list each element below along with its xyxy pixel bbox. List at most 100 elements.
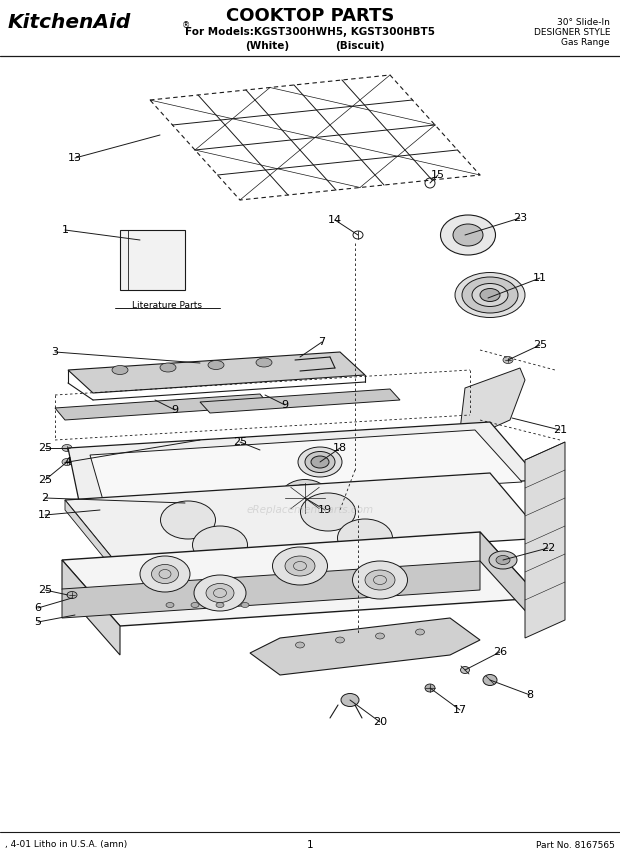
- Text: 22: 22: [541, 543, 555, 553]
- Ellipse shape: [208, 360, 224, 370]
- Ellipse shape: [294, 490, 316, 506]
- Text: 1: 1: [307, 840, 313, 850]
- Text: 19: 19: [318, 505, 332, 515]
- Text: 21: 21: [553, 425, 567, 435]
- Text: 7: 7: [319, 337, 326, 347]
- Text: 17: 17: [453, 705, 467, 715]
- Text: 9: 9: [172, 405, 179, 415]
- Text: (White): (White): [245, 41, 289, 51]
- Text: 13: 13: [68, 153, 82, 163]
- Ellipse shape: [489, 551, 517, 569]
- Text: 25: 25: [233, 437, 247, 447]
- Ellipse shape: [462, 277, 518, 313]
- Ellipse shape: [480, 288, 500, 301]
- Text: 6: 6: [35, 603, 42, 613]
- Ellipse shape: [311, 456, 329, 468]
- Polygon shape: [62, 532, 540, 626]
- Text: 11: 11: [533, 273, 547, 283]
- Ellipse shape: [376, 633, 384, 639]
- Text: 1: 1: [61, 225, 68, 235]
- Ellipse shape: [192, 526, 247, 564]
- Text: COOKTOP PARTS: COOKTOP PARTS: [226, 7, 394, 25]
- Ellipse shape: [280, 479, 330, 516]
- Polygon shape: [250, 618, 480, 675]
- Text: 2: 2: [42, 493, 48, 503]
- Text: Gas Range: Gas Range: [561, 38, 610, 46]
- Polygon shape: [65, 500, 118, 575]
- Ellipse shape: [503, 356, 513, 364]
- Ellipse shape: [206, 584, 234, 603]
- Ellipse shape: [151, 564, 179, 584]
- Text: (Biscuit): (Biscuit): [335, 41, 385, 51]
- Text: 18: 18: [333, 443, 347, 453]
- Text: 25: 25: [38, 585, 52, 595]
- Polygon shape: [55, 394, 270, 420]
- Ellipse shape: [194, 575, 246, 611]
- Ellipse shape: [341, 693, 359, 706]
- Text: 12: 12: [38, 510, 52, 520]
- Polygon shape: [90, 430, 522, 507]
- Text: 25: 25: [38, 475, 52, 485]
- Ellipse shape: [256, 358, 272, 367]
- Ellipse shape: [461, 667, 469, 674]
- Ellipse shape: [453, 224, 483, 246]
- Ellipse shape: [241, 603, 249, 608]
- Text: For Models:KGST300HWH5, KGST300HBT5: For Models:KGST300HWH5, KGST300HBT5: [185, 27, 435, 37]
- Ellipse shape: [67, 591, 77, 598]
- Ellipse shape: [365, 570, 395, 590]
- Text: , 4-01 Litho in U.S.A. (amn): , 4-01 Litho in U.S.A. (amn): [5, 841, 127, 849]
- Text: 30° Slide-In: 30° Slide-In: [557, 17, 610, 27]
- Text: 14: 14: [328, 215, 342, 225]
- Ellipse shape: [301, 493, 355, 531]
- Polygon shape: [65, 473, 545, 565]
- Ellipse shape: [166, 603, 174, 608]
- Ellipse shape: [273, 547, 327, 585]
- Ellipse shape: [191, 603, 199, 608]
- Polygon shape: [68, 352, 365, 393]
- Text: Literature Parts: Literature Parts: [132, 300, 202, 310]
- Polygon shape: [62, 560, 120, 655]
- Polygon shape: [525, 442, 565, 638]
- Ellipse shape: [305, 451, 335, 473]
- Ellipse shape: [455, 272, 525, 318]
- Text: 8: 8: [526, 690, 534, 700]
- Ellipse shape: [472, 283, 508, 306]
- Polygon shape: [460, 368, 525, 440]
- Polygon shape: [200, 389, 400, 413]
- Text: eReplacementParts.com: eReplacementParts.com: [246, 505, 374, 515]
- Ellipse shape: [335, 637, 345, 643]
- Ellipse shape: [285, 556, 315, 576]
- Text: 5: 5: [35, 617, 42, 627]
- Polygon shape: [62, 561, 480, 618]
- Polygon shape: [68, 422, 540, 506]
- Ellipse shape: [415, 629, 425, 635]
- Ellipse shape: [298, 447, 342, 477]
- Text: 25: 25: [533, 340, 547, 350]
- Ellipse shape: [440, 215, 495, 255]
- Ellipse shape: [112, 366, 128, 375]
- Ellipse shape: [161, 501, 216, 539]
- Text: Part No. 8167565: Part No. 8167565: [536, 841, 615, 849]
- Text: ®: ®: [182, 21, 190, 31]
- Text: DESIGNER STYLE: DESIGNER STYLE: [533, 27, 610, 37]
- Ellipse shape: [62, 459, 72, 466]
- Ellipse shape: [287, 484, 323, 512]
- Text: 20: 20: [373, 717, 387, 727]
- Text: 3: 3: [51, 347, 58, 357]
- Ellipse shape: [483, 675, 497, 686]
- Ellipse shape: [160, 363, 176, 372]
- Text: KitchenAid: KitchenAid: [8, 13, 131, 32]
- Text: 15: 15: [431, 170, 445, 180]
- Ellipse shape: [425, 684, 435, 692]
- Text: 9: 9: [281, 400, 288, 410]
- Text: 26: 26: [493, 647, 507, 657]
- Ellipse shape: [496, 556, 510, 564]
- Ellipse shape: [140, 556, 190, 592]
- Polygon shape: [480, 532, 540, 627]
- Text: 25: 25: [38, 443, 52, 453]
- Ellipse shape: [353, 561, 407, 599]
- Text: 4: 4: [64, 457, 71, 467]
- Polygon shape: [120, 230, 185, 290]
- Ellipse shape: [337, 519, 392, 557]
- Ellipse shape: [296, 642, 304, 648]
